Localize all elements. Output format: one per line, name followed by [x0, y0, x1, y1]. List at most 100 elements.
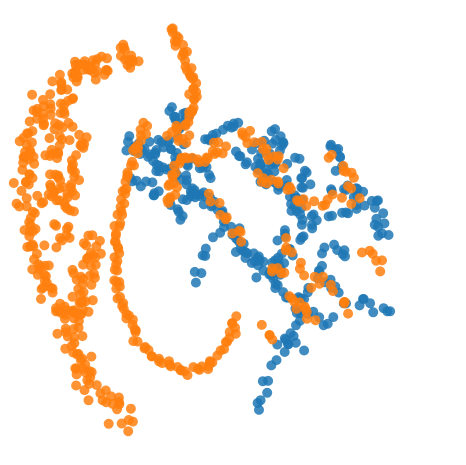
scatter-point: [103, 418, 114, 429]
scatter-point: [278, 137, 288, 148]
scatter-point: [369, 219, 380, 230]
scatter-point: [112, 404, 123, 415]
scatter-point: [167, 169, 178, 180]
scatter-point: [196, 268, 207, 279]
scatter-point: [310, 315, 321, 326]
scatter-point: [50, 169, 61, 180]
scatter-point: [64, 135, 75, 146]
scatter-point: [297, 182, 308, 193]
scatter-point: [231, 311, 242, 322]
series-1-points: [8, 23, 387, 437]
scatter-point: [301, 306, 312, 317]
scatter-point: [132, 336, 143, 347]
scatter-point: [20, 146, 31, 157]
scatter-point: [54, 69, 65, 80]
scatter-point: [281, 233, 292, 243]
scatter-point: [47, 283, 58, 294]
scatter-point: [279, 347, 290, 357]
scatter-point: [67, 305, 78, 316]
scatter-point: [128, 145, 139, 156]
scatter-point: [320, 199, 331, 210]
scatter-point: [78, 274, 89, 284]
scatter-point: [162, 194, 173, 205]
scatter-point: [66, 179, 77, 190]
scatter-point: [273, 151, 284, 162]
scatter-point: [227, 228, 238, 239]
scatter-point: [285, 184, 296, 195]
scatter-point: [251, 272, 262, 283]
scatter-point: [343, 208, 353, 219]
scatter-point: [309, 196, 320, 207]
scatter-point: [75, 288, 86, 299]
scatter-point: [328, 312, 339, 323]
scatter-point: [203, 188, 214, 199]
scatter-point: [38, 282, 49, 293]
scatter-point: [24, 169, 35, 180]
scatter-point: [254, 404, 264, 415]
scatter-point: [45, 89, 56, 100]
scatter-point: [56, 78, 67, 89]
scatter-point: [18, 157, 29, 168]
scatter-point: [38, 113, 49, 124]
scatter-point: [45, 99, 56, 110]
scatter-point: [190, 277, 201, 288]
scatter-point: [208, 232, 218, 243]
scatter-point: [184, 130, 195, 141]
scatter-point: [208, 137, 219, 148]
scatter-point: [86, 367, 97, 378]
scatter-point: [327, 210, 337, 221]
scatter-point: [144, 136, 155, 147]
scatter-point: [60, 323, 71, 334]
scatter-point: [297, 214, 308, 225]
scatter-point: [205, 196, 216, 207]
scatter-point: [328, 286, 338, 297]
scatter-point: [317, 248, 327, 259]
scatter-point: [44, 133, 55, 144]
scatter-point: [220, 214, 231, 225]
scatter-point: [333, 143, 344, 154]
scatter-point: [36, 294, 46, 304]
scatter-point: [334, 151, 345, 162]
scatter-point: [348, 172, 359, 183]
scatter-point: [51, 242, 62, 253]
scatter-point: [257, 376, 268, 387]
scatter-point: [375, 266, 386, 277]
scatter-point: [97, 395, 108, 406]
scatter-point: [180, 120, 191, 131]
scatter-point: [40, 150, 51, 161]
scatter-point: [149, 188, 160, 199]
scatter-point: [39, 240, 50, 251]
scatter-point: [205, 173, 216, 184]
scatter-point: [346, 183, 357, 194]
scatter-point: [47, 76, 58, 87]
scatter-point: [266, 126, 277, 137]
scatter-point: [262, 387, 273, 398]
scatter-point: [228, 121, 239, 132]
scatter-point: [70, 56, 80, 67]
scatter-point: [253, 251, 264, 262]
scatter-point: [78, 238, 89, 249]
scatter-point: [83, 395, 94, 406]
scatter-point: [256, 319, 267, 330]
scatter-point: [322, 318, 333, 329]
scatter-point: [130, 327, 141, 338]
scatter-point: [278, 163, 289, 174]
scatter-point: [57, 122, 68, 133]
scatter-point: [125, 403, 136, 414]
scatter-point: [272, 235, 283, 246]
scatter-point: [193, 157, 204, 168]
scatter-point: [365, 298, 376, 309]
scatter-point: [22, 128, 33, 139]
scatter-point: [39, 260, 50, 271]
scatter-point: [87, 295, 98, 306]
scatter-point: [197, 250, 208, 261]
series-layer: [8, 23, 396, 437]
scatter-point: [354, 193, 365, 204]
scatter-point: [371, 255, 382, 266]
scatter-point: [109, 221, 120, 231]
scatter-point: [50, 118, 61, 129]
scatter-point: [299, 345, 310, 356]
scatter-point: [182, 370, 193, 381]
